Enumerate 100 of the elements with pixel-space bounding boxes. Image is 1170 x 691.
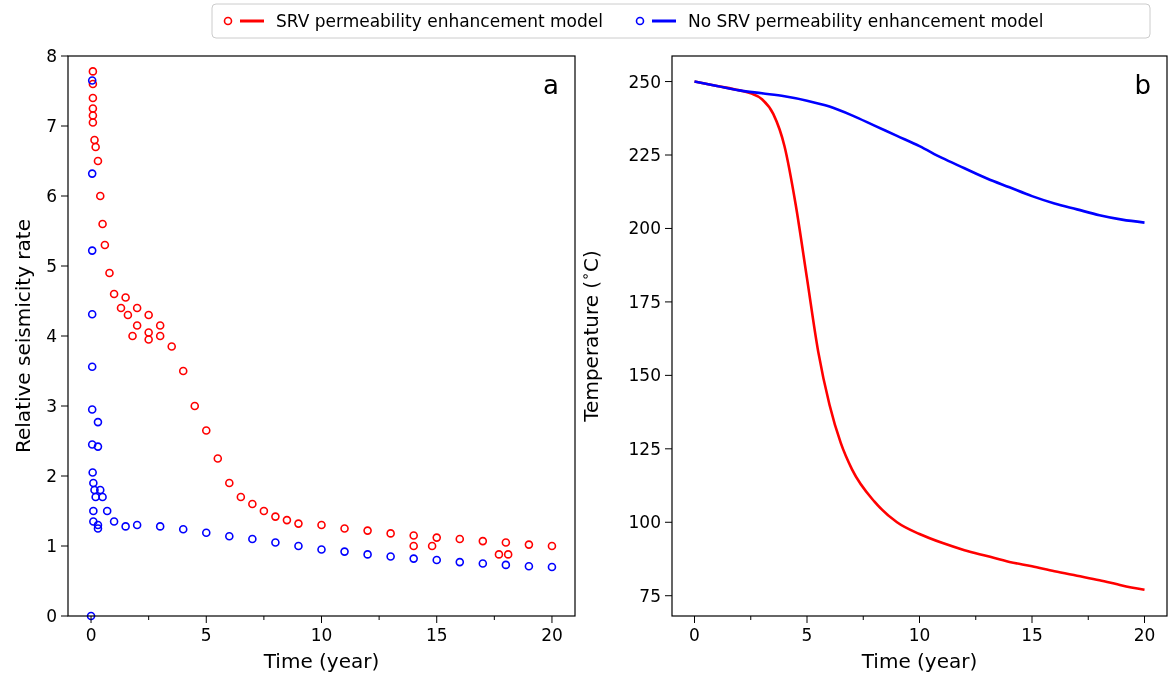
y-tick-label: 125 bbox=[628, 438, 661, 459]
y-tick-label: 6 bbox=[46, 185, 57, 206]
point bbox=[386, 552, 395, 561]
point bbox=[409, 554, 418, 563]
point bbox=[121, 522, 130, 531]
point bbox=[427, 541, 437, 551]
point bbox=[213, 454, 223, 463]
point bbox=[178, 524, 188, 534]
point bbox=[98, 219, 107, 229]
point bbox=[88, 111, 98, 120]
point bbox=[91, 142, 100, 152]
point bbox=[93, 524, 103, 533]
point bbox=[132, 303, 142, 313]
point bbox=[88, 67, 98, 76]
point bbox=[87, 405, 97, 414]
point bbox=[294, 519, 303, 528]
point bbox=[95, 485, 105, 495]
point bbox=[90, 485, 99, 495]
point bbox=[155, 331, 165, 341]
point bbox=[317, 545, 326, 554]
y-tick-label: 250 bbox=[628, 71, 661, 92]
point bbox=[294, 541, 303, 551]
point bbox=[248, 534, 257, 544]
point bbox=[91, 492, 100, 502]
point bbox=[455, 534, 465, 544]
point bbox=[88, 118, 98, 127]
point bbox=[547, 541, 557, 551]
point bbox=[93, 156, 103, 166]
point bbox=[87, 362, 97, 372]
x-tick-label: 0 bbox=[689, 625, 700, 645]
point bbox=[93, 442, 103, 451]
point bbox=[87, 310, 97, 319]
point bbox=[90, 135, 99, 145]
point bbox=[317, 520, 326, 530]
y-tick-label: 175 bbox=[628, 291, 661, 312]
point bbox=[87, 169, 97, 178]
point bbox=[340, 524, 349, 533]
point bbox=[547, 562, 557, 572]
point bbox=[501, 538, 511, 547]
point bbox=[132, 321, 142, 330]
point bbox=[340, 547, 349, 556]
point bbox=[109, 517, 119, 526]
x-tick-label: 20 bbox=[1133, 625, 1156, 645]
point bbox=[123, 310, 133, 320]
point bbox=[271, 512, 280, 521]
y-tick-label: 75 bbox=[639, 585, 661, 606]
point bbox=[409, 531, 418, 540]
point bbox=[432, 555, 442, 565]
point bbox=[100, 240, 110, 250]
point bbox=[259, 506, 269, 516]
x-tick-label: 15 bbox=[1021, 625, 1043, 645]
y-tick-label: 100 bbox=[628, 512, 661, 533]
point bbox=[128, 331, 137, 341]
point bbox=[501, 560, 511, 570]
point bbox=[386, 529, 395, 538]
point bbox=[167, 342, 176, 351]
y-tick-label: 3 bbox=[46, 395, 57, 416]
point bbox=[86, 611, 96, 621]
y-tick-label: 200 bbox=[628, 218, 661, 239]
point bbox=[89, 517, 98, 526]
point bbox=[95, 191, 105, 201]
x-axis-title: Time (year) bbox=[860, 649, 978, 673]
point bbox=[409, 541, 418, 551]
point bbox=[87, 246, 97, 255]
point bbox=[494, 550, 504, 559]
y-tick-label: 1 bbox=[46, 535, 57, 556]
point bbox=[144, 328, 153, 337]
y-tick-label: 2 bbox=[46, 465, 57, 486]
point bbox=[363, 526, 372, 535]
point bbox=[201, 426, 211, 435]
x-tick-label: 0 bbox=[85, 625, 97, 645]
point bbox=[236, 492, 246, 502]
point bbox=[432, 533, 442, 542]
point bbox=[87, 76, 97, 85]
y-tick-label: 7 bbox=[46, 115, 57, 136]
point bbox=[88, 104, 98, 113]
point bbox=[248, 499, 257, 509]
y-tick-label: 5 bbox=[46, 255, 57, 276]
legend-label: No SRV permeability enhancement model bbox=[688, 10, 1044, 31]
point bbox=[144, 310, 153, 320]
x-tick-label: 5 bbox=[200, 625, 212, 645]
point bbox=[201, 528, 211, 537]
y-tick-label: 0 bbox=[46, 605, 57, 626]
point bbox=[88, 468, 97, 477]
point bbox=[93, 520, 103, 530]
y-tick-label: 225 bbox=[628, 144, 661, 165]
point bbox=[155, 321, 165, 330]
point bbox=[102, 506, 112, 516]
y-tick-label: 8 bbox=[46, 45, 57, 66]
y-tick-label: 150 bbox=[628, 365, 661, 386]
x-tick-label: 10 bbox=[310, 625, 333, 645]
point bbox=[89, 478, 98, 488]
x-tick-label: 10 bbox=[908, 625, 931, 645]
y-axis-title: Relative seismicity rate bbox=[11, 219, 35, 453]
point bbox=[87, 440, 97, 449]
x-tick-label: 15 bbox=[425, 625, 448, 645]
annotation: b bbox=[1134, 70, 1151, 100]
point bbox=[105, 268, 114, 278]
point bbox=[503, 550, 513, 559]
point bbox=[524, 540, 534, 549]
